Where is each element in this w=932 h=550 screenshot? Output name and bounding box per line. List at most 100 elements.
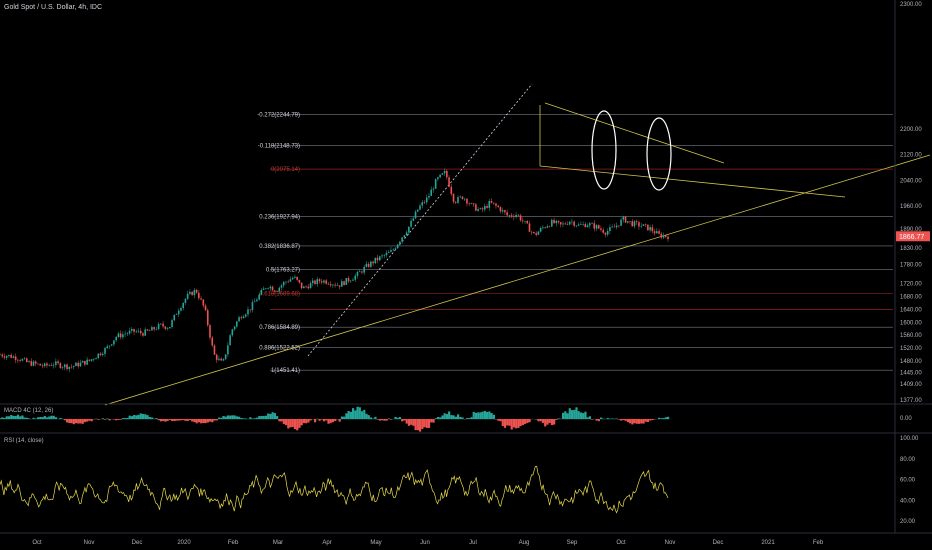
- candle-body: [184, 298, 187, 303]
- time-axis-tick: Dec: [132, 540, 143, 546]
- candle-body: [227, 345, 229, 355]
- macd-bar: [166, 419, 169, 421]
- candle-body: [376, 257, 379, 261]
- highlight-ellipse-right: [646, 117, 672, 191]
- candle-body: [316, 279, 319, 284]
- candle-body: [510, 215, 513, 217]
- macd-bar: [273, 413, 276, 420]
- macd-bar: [646, 419, 650, 423]
- macd-bar: [456, 414, 460, 420]
- macd-bar: [521, 419, 524, 426]
- candle-body: [200, 298, 202, 300]
- candle-body: [23, 358, 26, 360]
- macd-bar: [452, 415, 455, 420]
- price-axis-tick: 1640.00: [900, 307, 922, 313]
- candle-body: [414, 211, 417, 219]
- candle-body: [133, 328, 135, 332]
- candle-body: [282, 282, 285, 286]
- macd-bar: [309, 419, 312, 421]
- macd-bar: [23, 417, 26, 420]
- macd-bar: [553, 419, 556, 425]
- macd-bar: [327, 419, 330, 424]
- time-axis-tick: Dec: [713, 540, 724, 546]
- candle-body: [378, 256, 381, 261]
- macd-bar: [159, 419, 163, 422]
- symbol-title[interactable]: Gold Spot / U.S. Dollar, 4h, IDC: [4, 4, 103, 11]
- macd-bar: [461, 417, 464, 420]
- macd-bar: [369, 417, 373, 420]
- candle-body: [528, 223, 531, 232]
- candle-body: [428, 195, 430, 198]
- candle-body: [218, 358, 220, 360]
- price-axis-tick: 2200.00: [900, 127, 922, 133]
- time-axis-tick: 2021: [761, 540, 775, 546]
- macd-bar: [354, 410, 357, 420]
- fib-label: 0(2075.14): [271, 167, 300, 173]
- macd-bar: [238, 416, 241, 420]
- candle-body: [611, 226, 613, 228]
- candle-body: [311, 280, 314, 284]
- ascending-trendline: [104, 154, 931, 406]
- candle-body: [206, 310, 209, 326]
- macd-bar: [302, 419, 306, 424]
- macd-bar: [280, 419, 283, 422]
- candle-body: [189, 291, 191, 294]
- candle-body: [68, 366, 71, 370]
- candle-body: [131, 328, 133, 331]
- price-axis[interactable]: 2300.00 2200.00 2120.00 2040.00 1960.00 1890.…: [900, 2, 922, 422]
- candle-body: [55, 361, 57, 365]
- candle-body: [338, 285, 341, 287]
- candle-body: [267, 288, 269, 289]
- macd-bar: [419, 419, 422, 432]
- time-axis-tick: 2020: [177, 540, 191, 546]
- time-axis[interactable]: Oct Nov Dec 2020 Feb Mar Apr May Jun Jul Aug Sep Oct…: [32, 540, 824, 546]
- fib-label: 0.382(1836.87): [259, 244, 300, 250]
- macd-bar: [220, 417, 223, 420]
- macd-bar: [662, 418, 665, 420]
- macd-bar: [535, 419, 538, 420]
- candle-body: [296, 276, 298, 280]
- macd-bar: [423, 419, 426, 428]
- candle-body: [209, 325, 211, 338]
- macd-bar: [54, 417, 58, 420]
- macd-bar: [555, 419, 558, 420]
- candle-body: [108, 345, 111, 347]
- macd-bar: [5, 416, 8, 420]
- macd-bar: [343, 416, 346, 420]
- macd-bar: [454, 416, 457, 420]
- macd-bar: [66, 419, 69, 423]
- macd-bar: [436, 417, 440, 420]
- price-axis-tick: 1560.00: [900, 333, 922, 339]
- macd-bar: [193, 419, 196, 423]
- candle-body: [430, 189, 432, 196]
- macd-bar: [104, 419, 107, 420]
- macd-bar: [550, 419, 554, 426]
- candle-body: [215, 354, 218, 360]
- candle-body: [157, 324, 160, 330]
- rsi-label[interactable]: RSI (14, close): [4, 438, 44, 444]
- macd-bar: [97, 419, 100, 420]
- candle-body: [258, 294, 260, 300]
- macd-bar: [367, 415, 370, 420]
- macd-bar: [68, 419, 71, 424]
- macd-bar: [626, 419, 629, 423]
- candle-body: [195, 289, 198, 293]
- macd-bar: [483, 410, 487, 420]
- candle-body: [233, 326, 236, 330]
- candle-body: [363, 266, 365, 273]
- time-axis-tick: Oct: [616, 540, 626, 546]
- candle-body: [193, 289, 196, 296]
- candle-body: [595, 225, 598, 229]
- fibonacci-retracement: -0.272(2244.79) -0.118(2148.73) 0(2075.14)…: [257, 112, 893, 374]
- macd-bar: [405, 419, 408, 424]
- candle-body: [613, 226, 616, 228]
- macd-bar: [206, 419, 209, 423]
- rsi-axis-tick: 40.00: [900, 498, 916, 504]
- candle-body: [647, 224, 649, 231]
- candle-body: [99, 353, 102, 355]
- candle-body: [497, 205, 500, 208]
- candle-body: [488, 201, 491, 208]
- macd-label[interactable]: MACD 4C (12, 26): [4, 408, 54, 414]
- time-axis-tick: Nov: [84, 540, 95, 546]
